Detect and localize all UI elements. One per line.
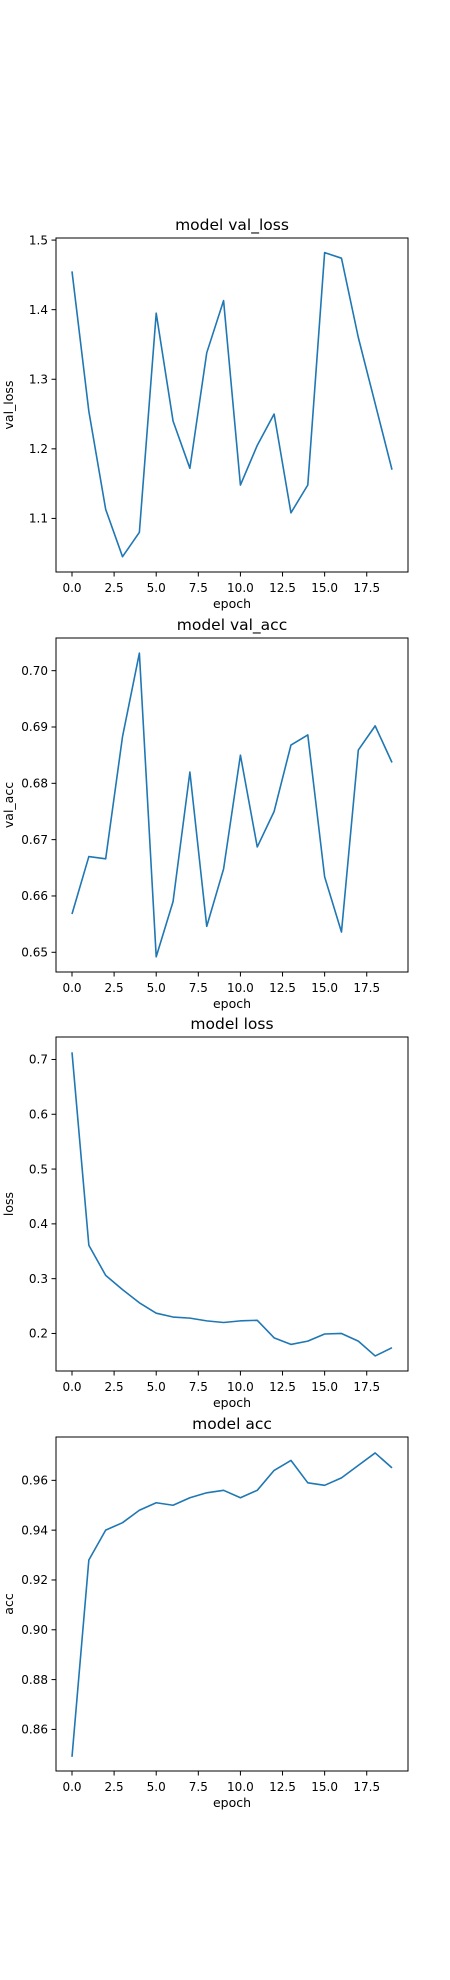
- y-tick-label: 0.65: [21, 945, 48, 959]
- series-line: [71, 1052, 393, 1357]
- x-axis-label: epoch: [213, 1795, 251, 1810]
- x-tick-label: 12.5: [269, 1780, 296, 1794]
- x-tick-label: 2.5: [105, 1380, 124, 1394]
- x-tick-label: 0.0: [62, 1380, 81, 1394]
- x-tick-label: 15.0: [311, 1780, 338, 1794]
- y-tick-label: 0.94: [21, 1523, 48, 1537]
- chart-panel: 0.0 2.5 5.0 7.5 10.0 12.5 15.0 17.5 0.65 0.66 0.67…: [1, 616, 409, 1011]
- y-tick-label: 0.3: [29, 1272, 48, 1286]
- y-tick-label: 0.96: [21, 1474, 48, 1488]
- chart-panel: 0.0 2.5 5.0 7.5 10.0 12.5 15.0 17.5 0.86 0.88 0.90…: [1, 1415, 409, 1810]
- x-axis-label: epoch: [213, 596, 251, 611]
- x-tick-label: 15.0: [311, 981, 338, 995]
- chart-title: model val_acc: [177, 616, 287, 635]
- x-tick-label: 10.0: [227, 981, 254, 995]
- y-tick-label: 0.70: [21, 664, 48, 678]
- plot-frame: [55, 1436, 409, 1772]
- y-tick-label: 0.69: [21, 720, 48, 734]
- x-tick-label: 5.0: [147, 1780, 166, 1794]
- y-tick-label: 0.88: [21, 1673, 48, 1687]
- y-axis-label: acc: [1, 1593, 16, 1615]
- x-axis-label: epoch: [213, 1395, 251, 1410]
- y-axis-label: val_loss: [1, 381, 16, 430]
- y-tick-label: 0.4: [29, 1217, 48, 1231]
- x-tick-label: 2.5: [105, 581, 124, 595]
- y-tick-label: 0.68: [21, 777, 48, 791]
- y-axis-label: val_acc: [1, 782, 16, 828]
- x-tick-label: 10.0: [227, 581, 254, 595]
- x-tick-label: 17.5: [353, 1780, 380, 1794]
- x-tick-label: 17.5: [353, 981, 380, 995]
- x-tick-label: 5.0: [147, 1380, 166, 1394]
- x-tick-label: 17.5: [353, 581, 380, 595]
- y-tick-label: 1.4: [29, 303, 48, 317]
- x-tick-label: 10.0: [227, 1780, 254, 1794]
- series-line: [71, 652, 393, 958]
- y-tick-label: 0.7: [29, 1053, 48, 1067]
- x-tick-label: 2.5: [105, 1780, 124, 1794]
- y-tick-label: 1.3: [29, 372, 48, 386]
- plot-frame: [55, 237, 409, 573]
- series-line: [71, 1452, 393, 1757]
- chart-panel: 0.0 2.5 5.0 7.5 10.0 12.5 15.0 17.5 0.2 0.3 0.4 0.5…: [1, 1015, 409, 1410]
- x-tick-label: 7.5: [189, 981, 208, 995]
- x-tick-label: 7.5: [189, 1780, 208, 1794]
- chart-title: model loss: [190, 1015, 273, 1033]
- y-tick-label: 1.5: [29, 233, 48, 247]
- y-tick-label: 0.67: [21, 833, 48, 847]
- y-tick-label: 0.66: [21, 889, 48, 903]
- x-tick-label: 12.5: [269, 1380, 296, 1394]
- x-tick-label: 0.0: [62, 581, 81, 595]
- y-tick-label: 0.92: [21, 1573, 48, 1587]
- chart-title: model acc: [192, 1415, 272, 1433]
- x-tick-label: 2.5: [105, 981, 124, 995]
- y-axis-label: loss: [1, 1192, 16, 1216]
- x-tick-label: 10.0: [227, 1380, 254, 1394]
- x-tick-label: 7.5: [189, 581, 208, 595]
- y-tick-label: 1.1: [29, 512, 48, 526]
- plot-frame: [55, 637, 409, 973]
- plot-frame: [55, 1036, 409, 1372]
- y-tick-label: 0.5: [29, 1162, 48, 1176]
- x-tick-label: 0.0: [62, 1780, 81, 1794]
- x-tick-label: 5.0: [147, 581, 166, 595]
- y-tick-label: 0.2: [29, 1327, 48, 1341]
- y-tick-label: 1.2: [29, 442, 48, 456]
- x-tick-label: 12.5: [269, 981, 296, 995]
- y-tick-label: 0.6: [29, 1107, 48, 1121]
- x-tick-label: 15.0: [311, 581, 338, 595]
- y-tick-label: 0.86: [21, 1723, 48, 1737]
- x-axis-label: epoch: [213, 996, 251, 1011]
- chart-panel: 0.0 2.5 5.0 7.5 10.0 12.5 15.0 17.5 1.1 1.2 1.3 1.4…: [1, 216, 409, 611]
- x-tick-label: 12.5: [269, 581, 296, 595]
- x-tick-label: 7.5: [189, 1380, 208, 1394]
- y-tick-label: 0.90: [21, 1623, 48, 1637]
- chart-title: model val_loss: [175, 216, 289, 235]
- x-tick-label: 17.5: [353, 1380, 380, 1394]
- x-tick-label: 0.0: [62, 981, 81, 995]
- x-tick-label: 5.0: [147, 981, 166, 995]
- series-line: [71, 251, 393, 558]
- x-tick-label: 15.0: [311, 1380, 338, 1394]
